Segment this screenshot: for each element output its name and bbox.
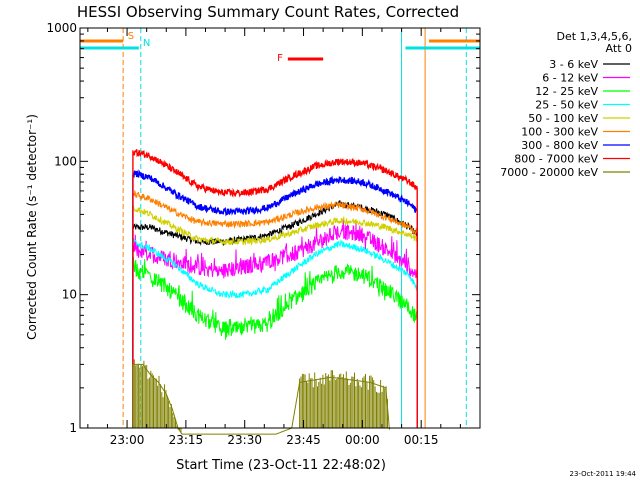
y-tick-label-1000: 1000 bbox=[46, 21, 77, 35]
chart-title: HESSI Observing Summary Count Rates, Cor… bbox=[77, 3, 459, 21]
series-line-6 bbox=[132, 169, 418, 429]
x-tick-label-2315: 23:15 bbox=[169, 433, 204, 447]
y-tick-label-100: 100 bbox=[54, 154, 77, 168]
legend-entry-2: 12 - 25 keV bbox=[535, 85, 598, 98]
legend-entry-3: 25 - 50 keV bbox=[535, 99, 598, 112]
plot-frame bbox=[79, 27, 481, 429]
x-tick-label-2300: 23:00 bbox=[110, 433, 145, 447]
flag-label-n: N bbox=[143, 38, 150, 49]
legend-entry-1: 6 - 12 keV bbox=[542, 72, 598, 85]
x-tick-label-2345: 23:45 bbox=[286, 433, 321, 447]
legend-entry-7: 800 - 7000 keV bbox=[514, 153, 598, 166]
legend-entry-4: 50 - 100 keV bbox=[528, 112, 598, 125]
series-line-4 bbox=[132, 205, 418, 429]
flag-label-s: S bbox=[128, 31, 134, 42]
y-tick-label-10: 10 bbox=[62, 288, 77, 302]
legend-entry-8: 7000 - 20000 keV bbox=[500, 166, 598, 179]
x-axis-label: Start Time (23-Oct-11 22:48:02) bbox=[176, 458, 386, 473]
y-axis-label: Corrected Count Rate (s⁻¹ detector⁻¹) bbox=[25, 114, 39, 340]
legend-entry-5: 100 - 300 keV bbox=[521, 126, 598, 139]
timestamp: 23-Oct-2011 19:44 bbox=[570, 470, 637, 478]
legend-header-1: Att 0 bbox=[606, 42, 632, 55]
series-spikes-7000-20000-0 bbox=[132, 359, 182, 434]
series-line-3 bbox=[132, 237, 418, 429]
series-spikes-7000-20000-1 bbox=[299, 370, 388, 428]
series-line-2 bbox=[132, 256, 418, 429]
y-tick-label-1: 1 bbox=[69, 421, 77, 435]
flag-label-f: F bbox=[277, 53, 283, 64]
x-tick-label-2330: 23:30 bbox=[227, 433, 262, 447]
series-line-5 bbox=[132, 189, 418, 429]
legend-entry-0: 3 - 6 keV bbox=[549, 58, 598, 71]
x-tick-label-0015: 00:15 bbox=[404, 433, 439, 447]
series-line-0 bbox=[132, 200, 418, 429]
x-tick-label-0000: 00:00 bbox=[345, 433, 380, 447]
legend-entry-6: 300 - 800 keV bbox=[521, 139, 598, 152]
legend-header-0: Det 1,3,4,5,6, bbox=[556, 30, 632, 43]
series-line-1 bbox=[132, 219, 418, 429]
series-line-7 bbox=[132, 149, 418, 429]
